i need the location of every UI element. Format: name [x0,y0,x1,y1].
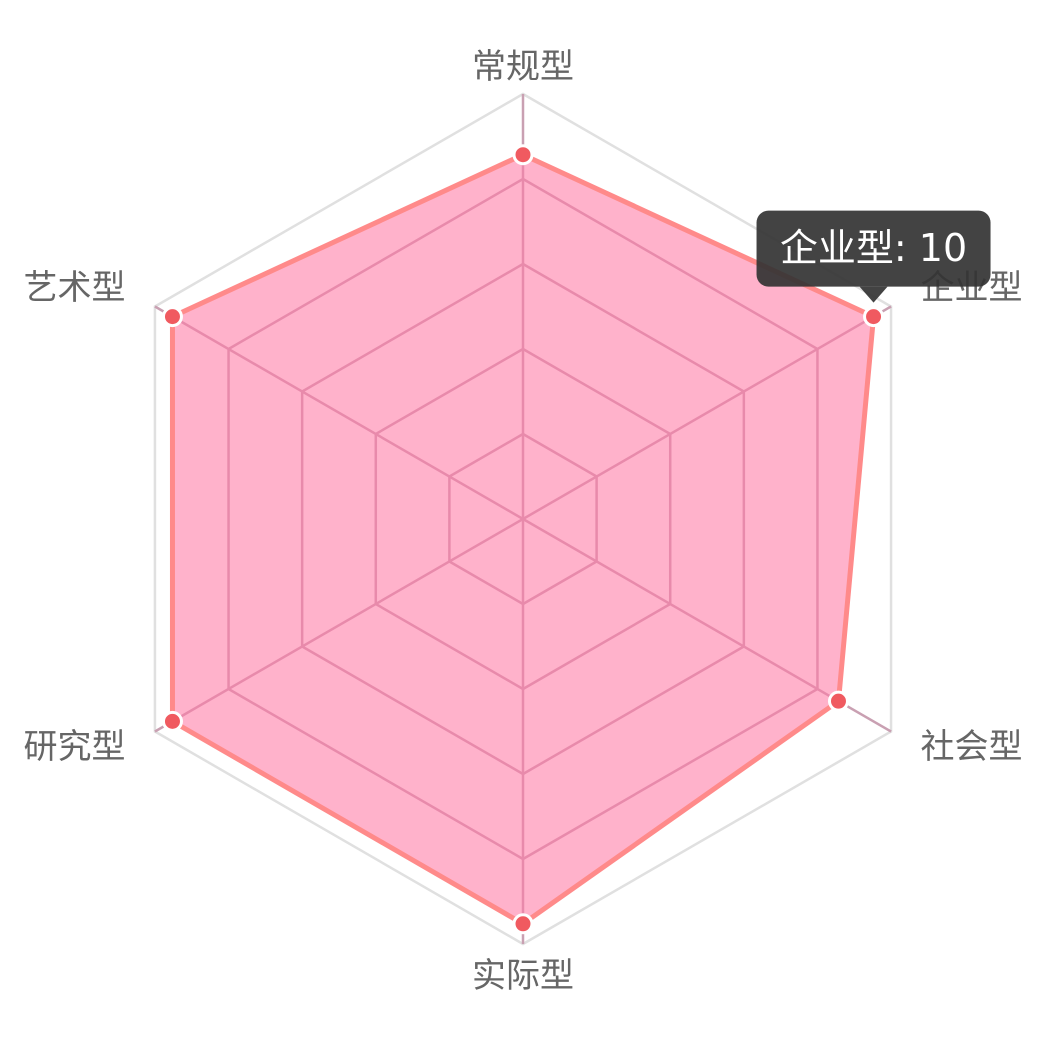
data-point-2[interactable] [827,690,849,712]
axis-label-5: 艺术型 [23,268,125,308]
axis-label-3: 实际型 [472,956,574,996]
tooltip-pointer [859,286,888,303]
radar-points [161,144,885,935]
tooltip-text: 企业型: 10 [780,226,967,270]
tooltip: 企业型: 10 [756,210,991,303]
tooltip-box [756,210,991,287]
axis-label-4: 研究型 [23,727,125,767]
axis-label-0: 常规型 [472,47,574,87]
data-point-5[interactable] [161,306,183,328]
axis-label-2: 社会型 [921,727,1023,767]
data-point-3[interactable] [512,913,534,935]
data-point-4[interactable] [161,710,183,732]
data-point-1[interactable] [863,306,885,328]
data-point-0[interactable] [512,144,534,166]
